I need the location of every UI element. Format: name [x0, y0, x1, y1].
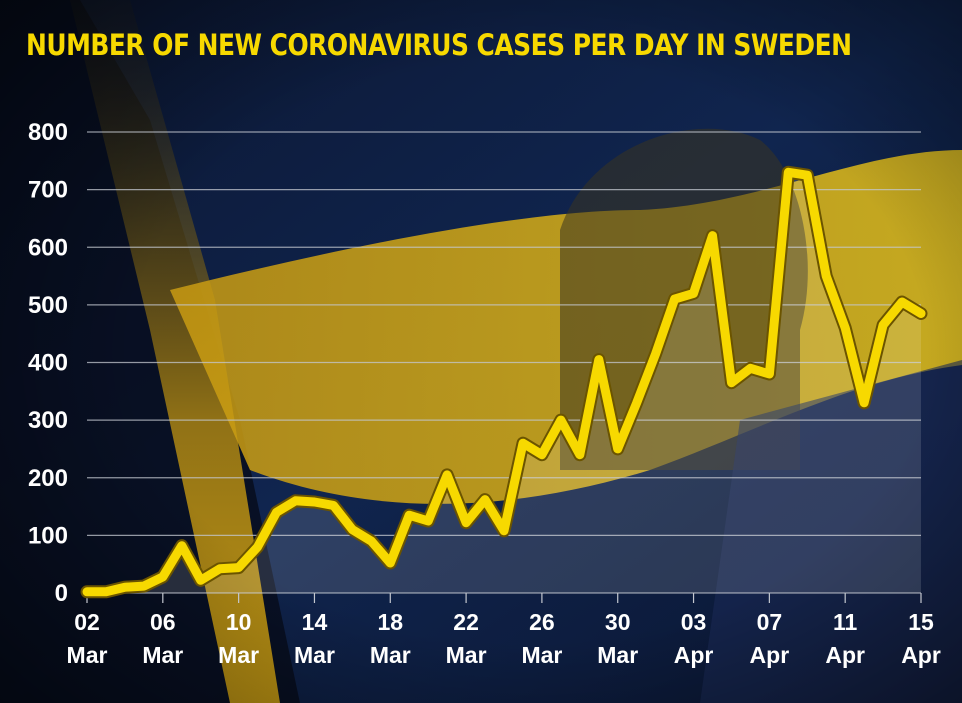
y-tick-label: 800 — [28, 119, 68, 146]
data-point — [919, 312, 923, 315]
data-point — [692, 291, 695, 295]
x-tick-day: 30 — [605, 609, 631, 635]
data-point — [748, 366, 752, 370]
chart-title: NUMBER OF NEW CORONAVIRUS CASES PER DAY … — [26, 28, 852, 62]
y-tick-label: 0 — [55, 580, 68, 607]
y-tick-label: 500 — [28, 292, 68, 319]
data-point — [123, 585, 127, 589]
x-tick-month: Mar — [446, 642, 487, 668]
x-tick-day: 14 — [302, 609, 328, 635]
data-point — [862, 401, 866, 405]
x-tick-month: Mar — [521, 642, 562, 668]
data-point — [654, 352, 658, 356]
y-tick-label: 300 — [28, 407, 68, 434]
data-point — [218, 567, 222, 571]
data-point — [786, 170, 790, 174]
x-tick-month: Apr — [750, 642, 790, 668]
y-tick-label: 700 — [28, 177, 68, 204]
data-point — [881, 323, 885, 327]
y-tick-label: 600 — [28, 234, 68, 261]
data-point — [483, 498, 487, 502]
data-point — [464, 521, 468, 525]
x-tick-month: Mar — [67, 642, 108, 668]
data-point — [161, 575, 165, 579]
x-tick-month: Apr — [674, 642, 714, 668]
x-tick-month: Mar — [294, 642, 335, 668]
data-point — [180, 544, 184, 548]
x-tick-day: 15 — [908, 609, 934, 635]
y-tick-label: 100 — [28, 522, 68, 549]
data-point — [673, 297, 677, 301]
data-point — [805, 173, 809, 177]
x-tick-month: Mar — [370, 642, 411, 668]
x-tick-month: Mar — [597, 642, 638, 668]
data-point — [142, 584, 146, 588]
x-tick-day: 10 — [226, 609, 252, 635]
data-point — [104, 590, 108, 594]
data-point — [616, 447, 620, 451]
x-tick-month: Mar — [218, 642, 259, 668]
data-point — [824, 274, 828, 278]
x-tick-day: 26 — [529, 609, 555, 635]
data-point — [294, 499, 297, 503]
x-tick-day: 11 — [833, 609, 858, 635]
data-point — [900, 300, 904, 304]
x-tick-day: 18 — [377, 609, 403, 635]
data-point — [578, 453, 582, 457]
series-layer — [80, 165, 928, 599]
data-point — [635, 401, 639, 405]
data-point — [331, 503, 335, 507]
x-axis-ticks: 02 Mar 06 Mar 10 Mar 14 Mar 18 Mar 22 Mar 26 Mar 30 Mar… — [67, 609, 941, 668]
data-point — [237, 566, 241, 570]
data-point — [445, 473, 449, 477]
x-tick-day: 06 — [150, 609, 176, 635]
data-point — [540, 453, 544, 457]
y-tick-label: 200 — [28, 465, 68, 492]
data-point — [369, 539, 373, 543]
data-point — [730, 381, 733, 385]
x-tick-month: Apr — [901, 642, 941, 668]
data-point — [199, 578, 203, 582]
x-tick-day: 03 — [681, 609, 707, 635]
data-point — [350, 528, 354, 532]
x-tick-day: 02 — [74, 609, 100, 635]
data-point — [559, 418, 563, 422]
data-point — [502, 529, 506, 533]
data-point — [256, 545, 260, 549]
x-tick-month: Mar — [142, 642, 183, 668]
data-point — [388, 561, 392, 565]
x-tick-month: Apr — [825, 642, 865, 668]
data-point — [313, 500, 316, 504]
y-tick-label: 400 — [28, 350, 68, 377]
data-point — [597, 358, 601, 362]
x-tick-day: 22 — [453, 609, 479, 635]
data-point — [711, 234, 714, 238]
x-tick-day: 07 — [757, 609, 783, 635]
grid — [86, 131, 922, 603]
data-point — [426, 519, 430, 523]
data-point — [85, 590, 89, 594]
data-point — [275, 510, 278, 514]
data-point — [407, 513, 411, 517]
data-point — [843, 326, 847, 330]
data-point — [767, 372, 771, 376]
y-axis-ticks: 0 100 200 300 400 500 600 700 800 — [28, 119, 68, 607]
data-point — [521, 441, 525, 445]
